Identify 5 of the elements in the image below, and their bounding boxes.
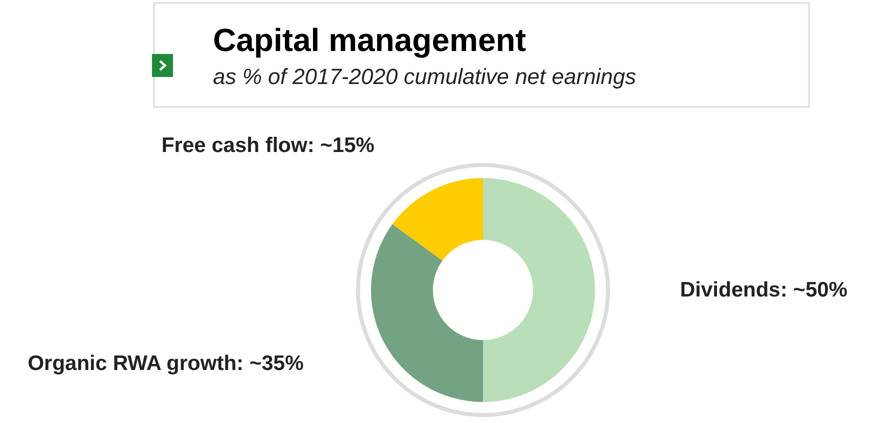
slice-label: Organic RWA growth: ~35% [28,352,304,376]
chart-subtitle: as % of 2017-2020 cumulative net earnings [213,64,636,90]
chart-title: Capital management [213,22,526,59]
slice-label: Dividends: ~50% [680,278,848,302]
slice-label: Free cash flow: ~15% [161,134,375,158]
